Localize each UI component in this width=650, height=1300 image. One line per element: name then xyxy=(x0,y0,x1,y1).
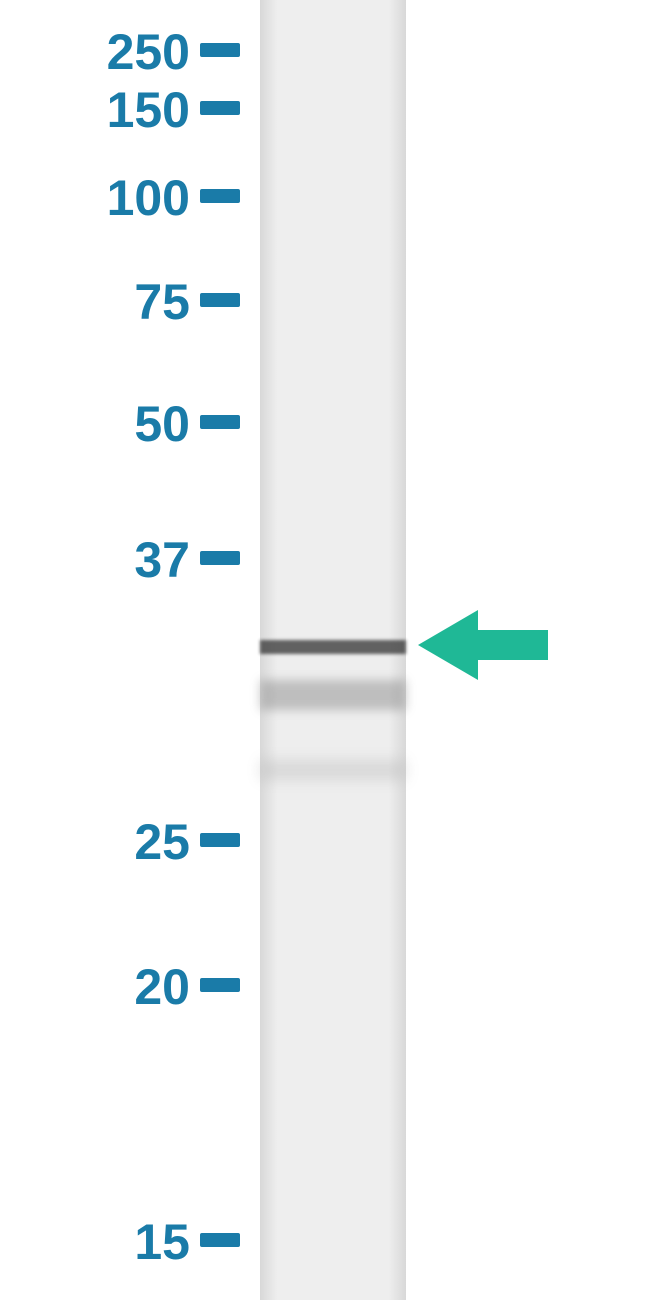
band-indicator-arrow xyxy=(0,0,650,1300)
arrow-head-icon xyxy=(418,610,478,680)
arrow-shaft xyxy=(478,630,548,660)
blot-figure: 250150100755037252015 xyxy=(0,0,650,1300)
